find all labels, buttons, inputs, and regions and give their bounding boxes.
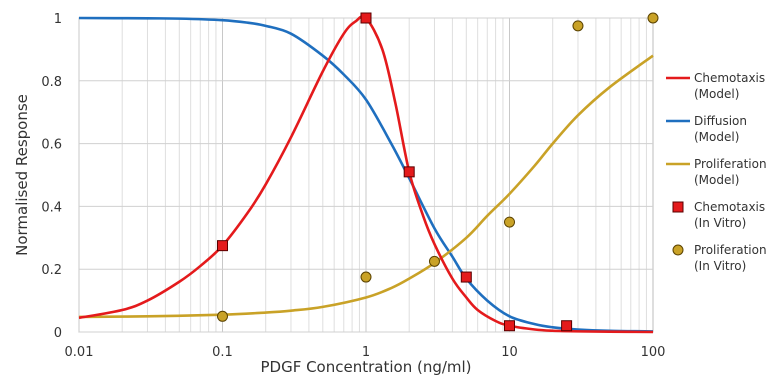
legend-label-proliferation-in-vitro: Proliferation xyxy=(694,243,766,257)
y-tick-label: 0.8 xyxy=(41,75,62,90)
x-tick-label: 100 xyxy=(641,345,666,360)
proliferation-in-vitro-point xyxy=(360,271,372,283)
chemotaxis-in-vitro-point xyxy=(561,320,573,332)
proliferation-in-vitro-point xyxy=(647,12,659,24)
legend-label-chemotaxis-model: Chemotaxis xyxy=(694,71,765,85)
legend-label-chemotaxis-in-vitro: Chemotaxis xyxy=(694,200,765,214)
x-axis-label: PDGF Concentration (ng/ml) xyxy=(260,358,471,376)
model-curves xyxy=(78,14,654,334)
chemotaxis-in-vitro-point xyxy=(360,12,372,24)
legend-sublabel-proliferation-in-vitro: (In Vitro) xyxy=(694,259,746,273)
proliferation-in-vitro-point xyxy=(504,216,515,228)
y-tick-label: 1 xyxy=(54,12,62,27)
diffusion-model-line xyxy=(78,16,654,333)
proliferation-in-vitro-point xyxy=(217,310,228,322)
y-axis-label: Normalised Response xyxy=(13,94,31,256)
legend: Chemotaxis (Model) Diffusion (Model) Prolife… xyxy=(666,71,766,273)
x-tick-label: 0.01 xyxy=(65,345,94,360)
legend-swatch-proliferation-in-vitro xyxy=(672,244,684,256)
y-tick-label: 0.6 xyxy=(41,138,62,153)
legend-label-proliferation-model: Proliferation xyxy=(694,157,766,171)
legend-swatch-chemotaxis-in-vitro xyxy=(672,201,684,213)
chemotaxis-in-vitro-point xyxy=(460,271,472,283)
proliferation-model-line xyxy=(78,54,654,319)
legend-sublabel-chemotaxis-model: (Model) xyxy=(694,87,739,101)
chemotaxis-in-vitro-point xyxy=(504,320,515,332)
chemotaxis-model-line xyxy=(78,14,654,334)
tick-labels: 0.01 0.1 1 10 100 0 0.2 0.4 0.6 0.8 1 xyxy=(41,12,665,360)
y-tick-label: 0.2 xyxy=(41,263,62,278)
x-tick-label: 10 xyxy=(501,345,518,360)
legend-sublabel-chemotaxis-in-vitro: (In Vitro) xyxy=(694,216,746,230)
y-tick-label: 0.4 xyxy=(41,200,62,215)
grid xyxy=(78,17,653,333)
legend-label-diffusion-model: Diffusion xyxy=(694,114,747,128)
chemotaxis-in-vitro-point xyxy=(403,166,415,178)
legend-sublabel-proliferation-model: (Model) xyxy=(694,173,739,187)
x-tick-label: 0.1 xyxy=(212,345,233,360)
proliferation-in-vitro-point xyxy=(572,20,584,32)
chemotaxis-in-vitro-point xyxy=(217,240,228,252)
legend-sublabel-diffusion-model: (Model) xyxy=(694,130,739,144)
x-tick-label: 1 xyxy=(362,345,370,360)
proliferation-in-vitro-point xyxy=(428,255,440,267)
y-tick-label: 0 xyxy=(54,326,62,341)
in-vitro-markers xyxy=(217,12,659,332)
